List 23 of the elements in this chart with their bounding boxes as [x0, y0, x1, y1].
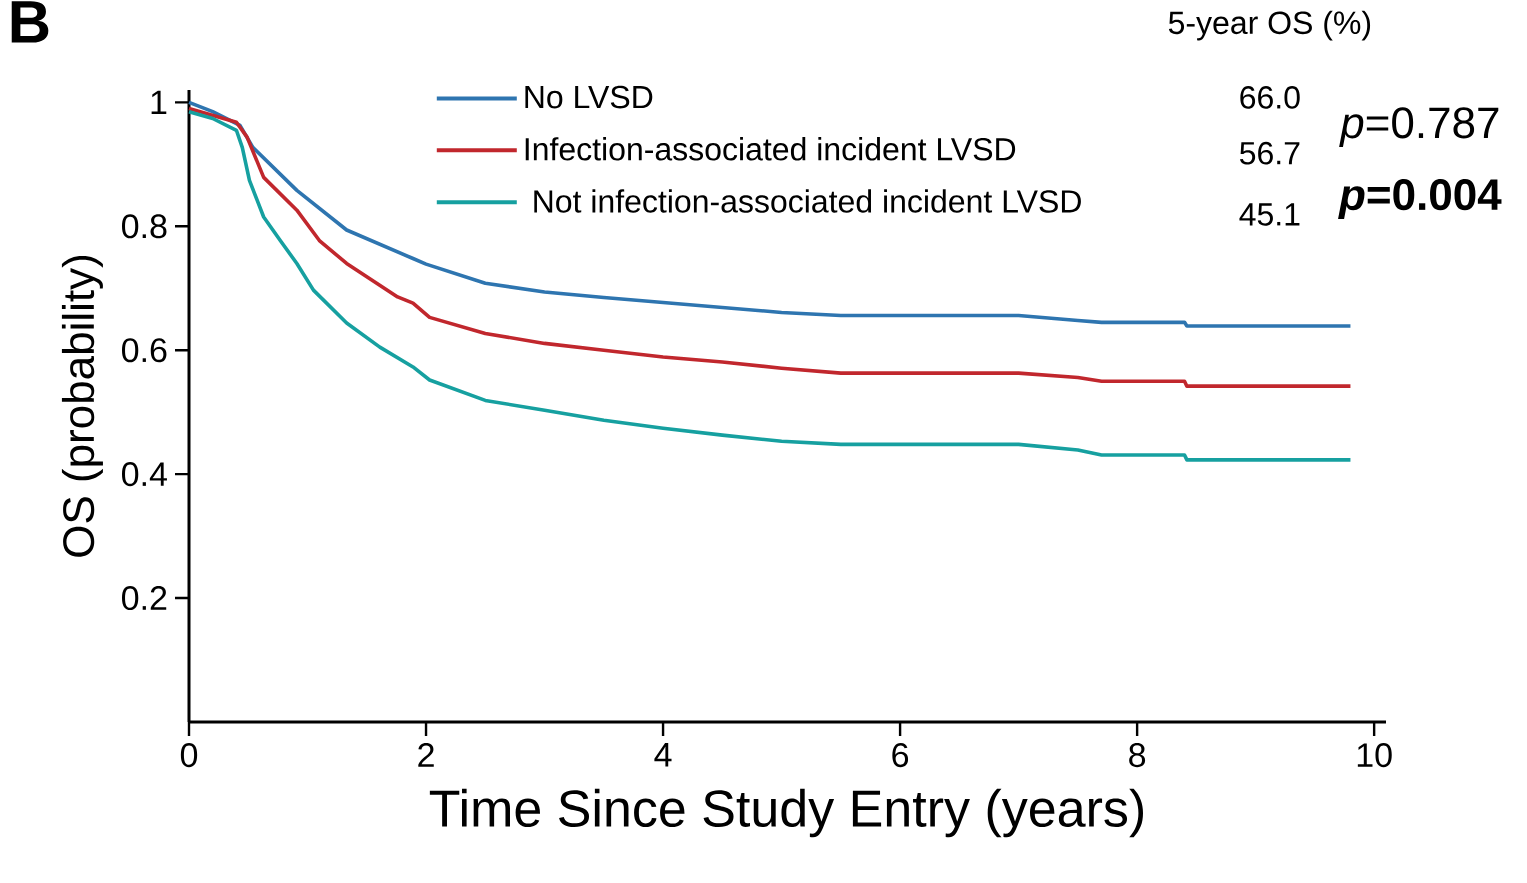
text: B [11, 1, 49, 43]
text: 5-year OS (%) [1168, 10, 1371, 41]
annotation: 45.1 [1239, 203, 1300, 226]
annotation: p=0.787 [1339, 107, 1499, 148]
y-tick-label: 0.2 [121, 586, 167, 611]
annotation: p=0.004 [1338, 179, 1502, 219]
y-tick-label: 0.8 [121, 214, 167, 239]
annotation: 66.0 [1240, 86, 1300, 109]
x-tick-label: 0 [180, 743, 198, 768]
y-axis-title: OS (probability) [61, 255, 103, 557]
x-tick-label: 8 [1129, 743, 1146, 768]
y-tick-label: 0.6 [121, 338, 167, 363]
x-tick-label: 2 [418, 743, 434, 767]
annotation: 56.7 [1240, 141, 1300, 165]
x-tick-label: 6 [892, 743, 909, 768]
x-tick-label: 4 [654, 743, 672, 767]
legend-label: No LVSD [525, 85, 653, 109]
y-tick-label: 1 [151, 90, 167, 115]
x-axis-title: Time Since Study Entry (years) [429, 788, 1143, 838]
x-tick-label: 10 [1357, 743, 1392, 768]
y-tick-label: 0.4 [121, 462, 167, 487]
legend-label: Not infection-associated incident LVSD [534, 189, 1081, 213]
legend-label: Infection-associated incident LVSD [525, 137, 1016, 161]
